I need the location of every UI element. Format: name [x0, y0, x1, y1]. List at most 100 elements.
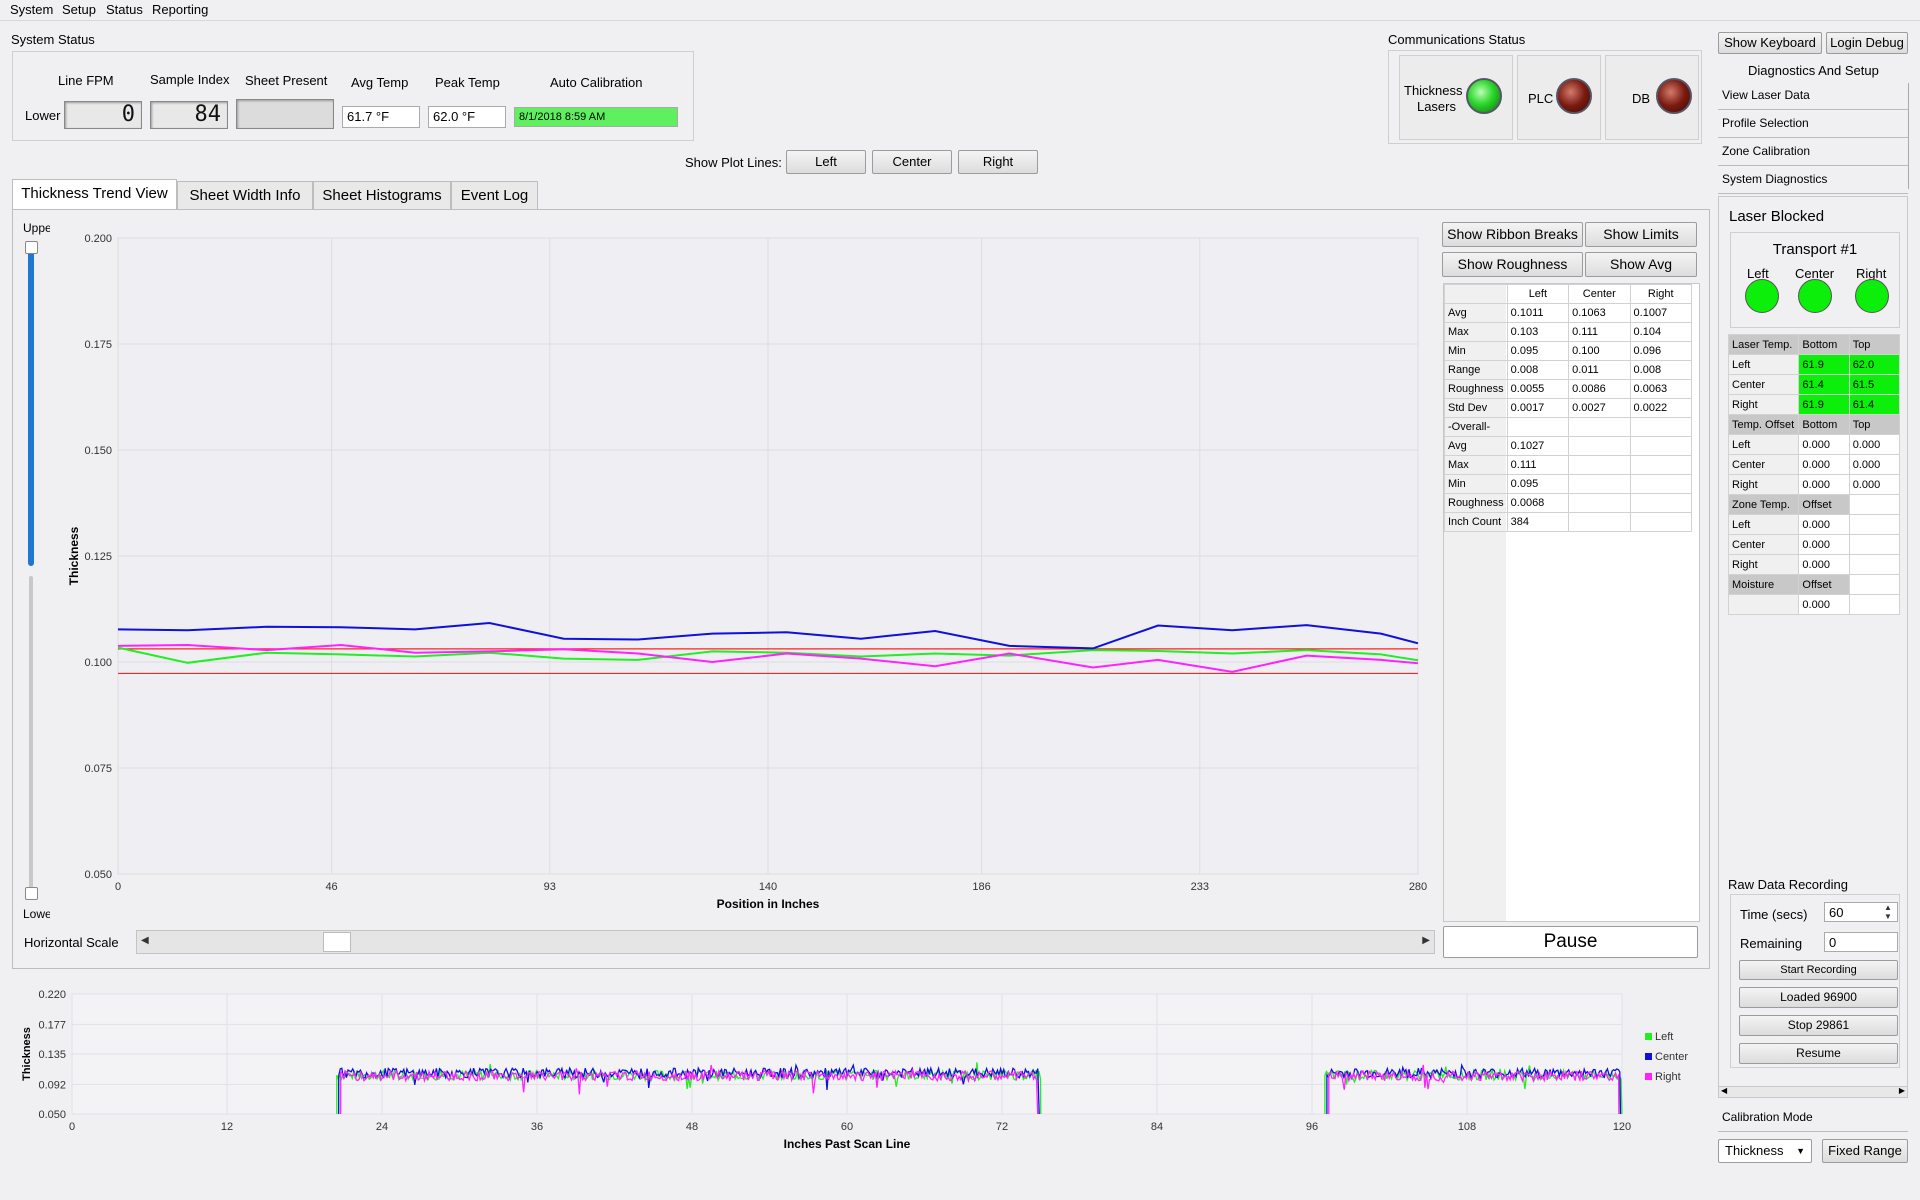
- nav-zone-calibration[interactable]: Zone Calibration: [1718, 140, 1908, 166]
- auto-calibration-field: 8/1/2018 8:59 AM: [514, 107, 678, 127]
- stats-row: Inch Count 384: [1444, 512, 1693, 532]
- scrollbar-thumb[interactable]: [323, 932, 351, 952]
- time-spinner-icon[interactable]: ▲ ▼: [1884, 903, 1892, 921]
- resume-button[interactable]: Resume: [1739, 1043, 1898, 1064]
- scroll-left-icon[interactable]: ◀: [141, 935, 149, 946]
- db-label: DB: [1632, 91, 1651, 106]
- plot-right-button[interactable]: Right: [958, 150, 1038, 174]
- temp-cell: 61.9: [1798, 394, 1850, 415]
- stats-header-cell: Center: [1568, 284, 1631, 304]
- bottom-x-tick-label: 96: [1306, 1121, 1318, 1133]
- stats-header-cell: [1444, 284, 1508, 304]
- time-secs-input[interactable]: 60: [1824, 902, 1898, 922]
- bottom-y-tick-label: 0.177: [38, 1019, 66, 1031]
- stats-cell: [1629, 455, 1693, 475]
- tab-thickness-trend-view[interactable]: Thickness Trend View: [12, 179, 177, 210]
- stats-cell: 0.1063: [1568, 303, 1631, 323]
- series-line-center: [117, 621, 1419, 650]
- start-recording-button[interactable]: Start Recording: [1739, 960, 1898, 980]
- bottom-x-tick-label: 60: [841, 1121, 853, 1133]
- menu-reporting[interactable]: Reporting: [152, 2, 209, 17]
- show-limits-button[interactable]: Show Limits: [1585, 222, 1697, 247]
- bottom-y-tick-label: 0.092: [38, 1079, 66, 1091]
- bottom-y-tick-label: 0.220: [38, 989, 66, 1001]
- temp-row-label: Right: [1727, 394, 1800, 415]
- temp-row: Right 0.000 0.000: [1727, 474, 1901, 495]
- bottom-x-tick-label: 36: [531, 1121, 543, 1133]
- nav-system-diagnostics[interactable]: System Diagnostics: [1718, 168, 1908, 194]
- plot-left-button[interactable]: Left: [786, 150, 866, 174]
- stats-cell: 0.095: [1506, 474, 1570, 494]
- x-tick-label: 280: [1409, 881, 1427, 893]
- tab-event-log[interactable]: Event Log: [451, 181, 538, 209]
- temp-row: Center 61.4 61.5: [1727, 374, 1901, 395]
- stats-cell: 0.0017: [1506, 398, 1570, 418]
- stats-cell: 0.011: [1568, 360, 1631, 380]
- temp-row: Temp. Offset Bottom Top: [1727, 414, 1901, 435]
- temp-row-label: Center: [1727, 534, 1800, 555]
- slider-range-fill: [28, 246, 34, 566]
- y-tick-label: 0.175: [84, 339, 112, 351]
- menu-bar: System Setup Status Reporting: [0, 0, 1920, 21]
- stats-row: Roughness 0.0055 0.0086 0.0063: [1444, 379, 1693, 399]
- slider-lower-handle[interactable]: [25, 887, 38, 900]
- menu-status[interactable]: Status: [106, 2, 143, 17]
- stats-row-label: Roughness: [1444, 493, 1508, 513]
- temp-row-label: Center: [1727, 454, 1800, 475]
- temp-row: Zone Temp. Offset: [1727, 494, 1901, 515]
- nav-profile-selection[interactable]: Profile Selection: [1718, 112, 1908, 138]
- temp-row-label: Moisture: [1727, 574, 1800, 595]
- fixed-range-button[interactable]: Fixed Range: [1822, 1139, 1908, 1163]
- legend-label-right: Right: [1655, 1071, 1681, 1083]
- remaining-label: Remaining: [1740, 936, 1803, 951]
- side-scrollbar[interactable]: ◀ ▶: [1718, 1086, 1908, 1098]
- stats-cell: [1568, 512, 1631, 532]
- show-avg-button[interactable]: Show Avg: [1585, 252, 1697, 277]
- slider-upper-handle[interactable]: [25, 241, 38, 254]
- show-keyboard-button[interactable]: Show Keyboard: [1718, 32, 1822, 54]
- bottom-y-axis-label: Thickness: [21, 1027, 33, 1081]
- tab-sheet-histograms[interactable]: Sheet Histograms: [313, 181, 451, 209]
- stats-cell: [1506, 417, 1570, 437]
- bottom-x-tick-label: 48: [686, 1121, 698, 1133]
- raw-data-title: Raw Data Recording: [1728, 877, 1848, 892]
- thickness-lasers-label-2: Lasers: [1416, 99, 1456, 114]
- stats-cell: 0.104: [1629, 322, 1693, 342]
- nav-calibration-mode[interactable]: Calibration Mode: [1718, 1106, 1908, 1132]
- horizontal-scrollbar[interactable]: ◀ ▶: [136, 930, 1435, 954]
- login-debug-button[interactable]: Login Debug: [1826, 32, 1908, 54]
- temp-cell: 0.000: [1848, 474, 1901, 495]
- chevron-down-icon: ▼: [1796, 1146, 1805, 1156]
- stats-row: Range 0.008 0.011 0.008: [1444, 360, 1693, 380]
- stats-cell: [1629, 474, 1693, 494]
- menu-system[interactable]: System: [10, 2, 54, 17]
- stop-button[interactable]: Stop 29861: [1739, 1015, 1898, 1036]
- mode-select[interactable]: Thickness ▼: [1718, 1139, 1812, 1163]
- bottom-x-tick-label: 108: [1458, 1121, 1476, 1133]
- temp-row: Left 0.000 0.000: [1727, 434, 1901, 455]
- bottom-x-tick-label: 84: [1151, 1121, 1163, 1133]
- bottom-x-axis-label: Inches Past Scan Line: [784, 1137, 911, 1151]
- side-scroll-left-icon[interactable]: ◀: [1721, 1086, 1728, 1095]
- show-ribbon-breaks-button[interactable]: Show Ribbon Breaks: [1442, 222, 1583, 247]
- legend-swatch-center: [1645, 1053, 1652, 1060]
- thickness-lasers-status-led: [1466, 78, 1502, 114]
- menu-setup[interactable]: Setup: [62, 2, 96, 17]
- transport-right-led: [1855, 279, 1889, 313]
- stats-cell: 384: [1506, 512, 1570, 532]
- stats-table: Left Center Right Avg 0.1011 0.1063 0.1007 Max 0…: [1444, 284, 1693, 532]
- loaded-button[interactable]: Loaded 96900: [1739, 987, 1898, 1008]
- pause-button[interactable]: Pause: [1443, 926, 1698, 958]
- comms-title: Communications Status: [1388, 32, 1526, 47]
- tab-sheet-width-info[interactable]: Sheet Width Info: [177, 181, 313, 209]
- x-tick-label: 46: [325, 881, 337, 893]
- scroll-right-icon[interactable]: ▶: [1422, 935, 1430, 946]
- bottom-y-tick-label: 0.050: [38, 1109, 66, 1121]
- horizontal-scale-label: Horizontal Scale: [24, 935, 119, 950]
- show-roughness-button[interactable]: Show Roughness: [1442, 252, 1583, 277]
- side-scroll-right-icon[interactable]: ▶: [1898, 1086, 1905, 1095]
- plot-center-button[interactable]: Center: [872, 150, 952, 174]
- nav-view-laser-data[interactable]: View Laser Data: [1718, 84, 1908, 110]
- plot-lines-label: Show Plot Lines:: [685, 155, 782, 170]
- diagnostics-title: Diagnostics And Setup: [1748, 63, 1879, 78]
